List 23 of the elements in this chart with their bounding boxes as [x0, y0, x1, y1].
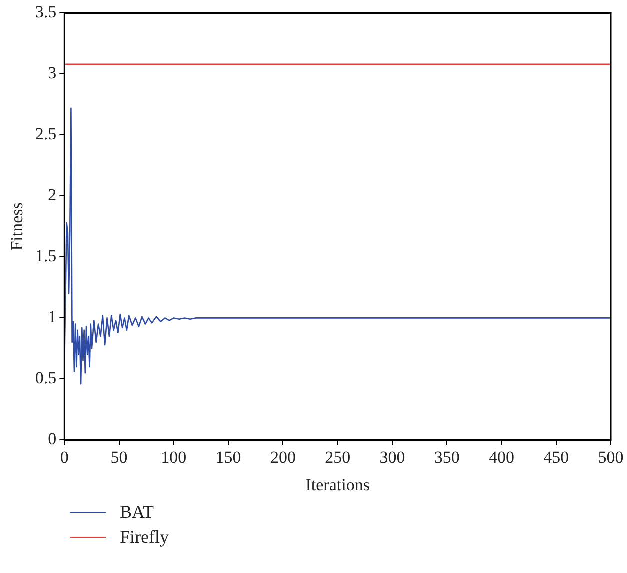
y-tick-label: 1.5: [35, 246, 57, 266]
x-tick-label: 300: [380, 448, 406, 467]
x-tick-label: 250: [325, 448, 351, 467]
legend-label: Firefly: [120, 527, 169, 548]
y-tick-label: 3.5: [35, 2, 57, 22]
y-tick-label: 0.5: [35, 368, 57, 388]
y-axis-title: Fitness: [8, 202, 27, 251]
x-axis-title: Iterations: [306, 475, 370, 494]
y-tick-label: 0: [48, 430, 57, 449]
legend-label: BAT: [120, 502, 154, 523]
x-tick-label: 100: [161, 448, 187, 467]
x-tick-label: 350: [434, 448, 460, 467]
y-tick-label: 3: [48, 64, 57, 83]
x-tick-label: 200: [270, 448, 296, 467]
x-tick-label: 0: [60, 448, 69, 467]
y-tick-label: 2.5: [35, 124, 57, 144]
x-tick-label: 450: [544, 448, 570, 467]
y-tick-label: 1: [48, 308, 57, 327]
x-tick-label: 50: [110, 448, 128, 467]
x-tick-label: 500: [598, 448, 624, 467]
x-tick-label: 400: [488, 448, 514, 467]
y-tick-label: 2: [48, 186, 57, 205]
x-tick-label: 150: [216, 448, 242, 467]
